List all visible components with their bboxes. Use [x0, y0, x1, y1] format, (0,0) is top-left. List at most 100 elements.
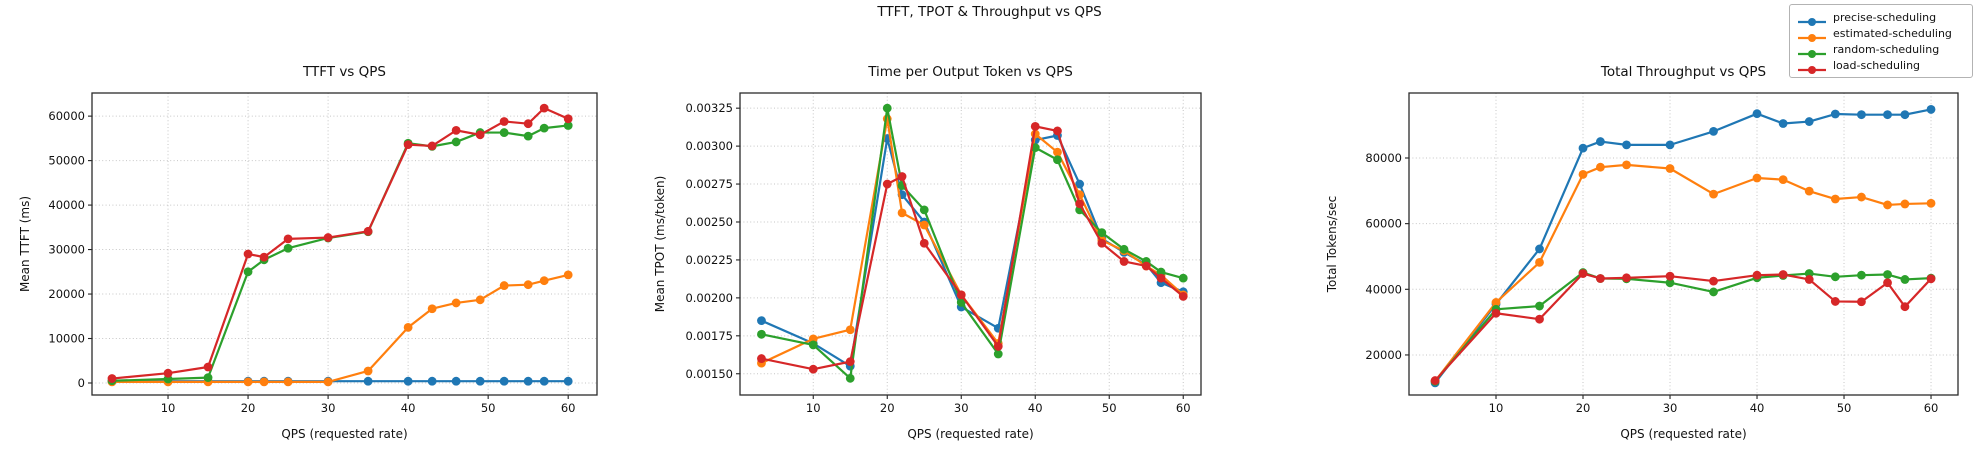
tpot-point-load-scheduling — [956, 290, 966, 300]
throughput-point-precise-scheduling — [1830, 109, 1840, 119]
throughput-line-estimated-scheduling — [1434, 163, 1932, 382]
tpot-point-estimated-scheduling — [897, 208, 907, 218]
ttft-point-load-scheduling — [203, 362, 213, 372]
tpot-point-random-scheduling — [882, 103, 892, 113]
throughput-point-load-scheduling — [1857, 297, 1866, 307]
tpot-point-random-scheduling — [1053, 155, 1062, 165]
ttft-y-tick-label: 10000 — [48, 332, 85, 346]
tpot-point-precise-scheduling — [1075, 179, 1085, 189]
legend-item: load-scheduling — [1797, 57, 1966, 74]
ttft-chart-title: TTFT vs QPS — [303, 64, 386, 80]
tpot-point-load-scheduling — [1030, 121, 1040, 131]
ttft-point-random-scheduling — [499, 128, 509, 137]
tpot-y-tick-label: 0.00300 — [685, 139, 733, 153]
tpot-point-random-scheduling — [956, 298, 966, 307]
throughput-point-estimated-scheduling — [1926, 198, 1936, 208]
throughput-point-estimated-scheduling — [1830, 194, 1840, 204]
throughput-y-axis-label: Total Tokens/sec — [1325, 195, 1339, 293]
tpot-y-tick-label: 0.00325 — [685, 101, 733, 115]
tpot-point-load-scheduling — [757, 354, 766, 363]
ttft-point-load-scheduling — [363, 226, 373, 236]
throughput-plot-frame — [1408, 92, 1959, 396]
throughput-y-tick-label: 20000 — [1365, 348, 1402, 362]
tpot-y-tick-label: 0.00275 — [685, 177, 733, 191]
tpot-point-load-scheduling — [1141, 261, 1151, 271]
throughput-point-estimated-scheduling — [1491, 298, 1501, 307]
ttft-point-random-scheduling — [283, 243, 293, 253]
legend-line-marker-icon — [1797, 44, 1827, 58]
tpot-point-load-scheduling — [1097, 238, 1107, 248]
ttft-point-load-scheduling — [403, 140, 413, 149]
throughput-point-estimated-scheduling — [1665, 164, 1675, 173]
tpot-point-load-scheduling — [1178, 291, 1188, 301]
tpot-point-load-scheduling — [845, 357, 855, 367]
throughput-point-load-scheduling — [1665, 271, 1675, 281]
ttft-point-estimated-scheduling — [539, 276, 549, 286]
ttft-point-load-scheduling — [539, 103, 549, 113]
throughput-x-tick-label: 40 — [1750, 401, 1765, 415]
ttft-y-tick-label: 40000 — [48, 198, 85, 212]
throughput-y-tick-label: 60000 — [1365, 217, 1402, 231]
ttft-point-load-scheduling — [283, 234, 293, 244]
throughput-x-tick-label: 20 — [1576, 401, 1591, 415]
tpot-point-random-scheduling — [808, 340, 818, 350]
ttft-point-estimated-scheduling — [363, 366, 373, 376]
tpot-point-random-scheduling — [993, 349, 1003, 359]
throughput-point-estimated-scheduling — [1622, 160, 1631, 170]
ttft-x-tick-label: 10 — [161, 401, 176, 415]
throughput-point-load-scheduling — [1804, 275, 1814, 284]
throughput-point-random-scheduling — [1830, 272, 1840, 282]
tpot-point-random-scheduling — [757, 329, 766, 339]
ttft-point-precise-scheduling — [539, 376, 549, 386]
throughput-point-estimated-scheduling — [1535, 257, 1544, 267]
tpot-line-estimated-scheduling — [760, 117, 1184, 365]
throughput-point-precise-scheduling — [1535, 244, 1544, 254]
throughput-point-precise-scheduling — [1752, 109, 1762, 119]
throughput-point-random-scheduling — [1857, 270, 1866, 280]
throughput-point-random-scheduling — [1883, 270, 1892, 279]
ttft-point-estimated-scheduling — [523, 280, 533, 290]
ttft-point-precise-scheduling — [563, 376, 573, 386]
throughput-x-axis-label: QPS (requested rate) — [1620, 427, 1747, 441]
tpot-x-tick-label: 60 — [1176, 401, 1191, 415]
throughput-point-load-scheduling — [1778, 270, 1788, 279]
tpot-chart-title: Time per Output Token vs QPS — [868, 64, 1073, 80]
throughput-line-load-scheduling — [1434, 272, 1932, 382]
ttft-plot-frame — [91, 92, 598, 396]
ttft-point-precise-scheduling — [451, 376, 461, 386]
throughput-point-load-scheduling — [1900, 302, 1910, 312]
legend-line-marker-icon — [1797, 12, 1827, 26]
tpot-y-tick-label: 0.00150 — [685, 367, 733, 381]
ttft-point-load-scheduling — [475, 130, 485, 140]
ttft-x-axis-label: QPS (requested rate) — [281, 427, 408, 441]
ttft-y-tick-label: 50000 — [48, 154, 85, 168]
tpot-point-load-scheduling — [993, 342, 1003, 351]
tpot-y-tick-label: 0.00200 — [685, 291, 733, 305]
ttft-point-load-scheduling — [563, 114, 573, 124]
throughput-point-precise-scheduling — [1596, 137, 1605, 146]
throughput-point-random-scheduling — [1709, 287, 1718, 297]
ttft-point-load-scheduling — [523, 119, 533, 129]
ttft-point-load-scheduling — [107, 374, 117, 383]
throughput-point-precise-scheduling — [1622, 140, 1631, 150]
figure-title: TTFT, TPOT & Throughput vs QPS — [877, 4, 1102, 20]
throughput-point-load-scheduling — [1709, 276, 1718, 286]
throughput-x-tick-label: 60 — [1924, 401, 1939, 415]
tpot-y-tick-label: 0.00225 — [685, 253, 733, 267]
ttft-x-tick-label: 20 — [241, 401, 256, 415]
tpot-point-random-scheduling — [1097, 228, 1107, 238]
legend: precise-scheduling estimated-scheduling ra… — [1789, 4, 1973, 78]
throughput-point-load-scheduling — [1926, 274, 1936, 284]
tpot-x-tick-label: 30 — [954, 401, 969, 415]
tpot-point-load-scheduling — [1119, 257, 1129, 266]
tpot-y-axis-label: Mean TPOT (ms/token) — [653, 175, 667, 313]
ttft-point-random-scheduling — [451, 137, 461, 147]
throughput-point-load-scheduling — [1430, 376, 1440, 385]
ttft-point-load-scheduling — [451, 125, 461, 135]
tpot-line-load-scheduling — [761, 125, 1184, 371]
ttft-point-estimated-scheduling — [427, 304, 437, 314]
tpot-x-axis-label: QPS (requested rate) — [907, 427, 1034, 441]
legend-label: estimated-scheduling — [1833, 26, 1952, 40]
throughput-point-random-scheduling — [1665, 278, 1675, 288]
